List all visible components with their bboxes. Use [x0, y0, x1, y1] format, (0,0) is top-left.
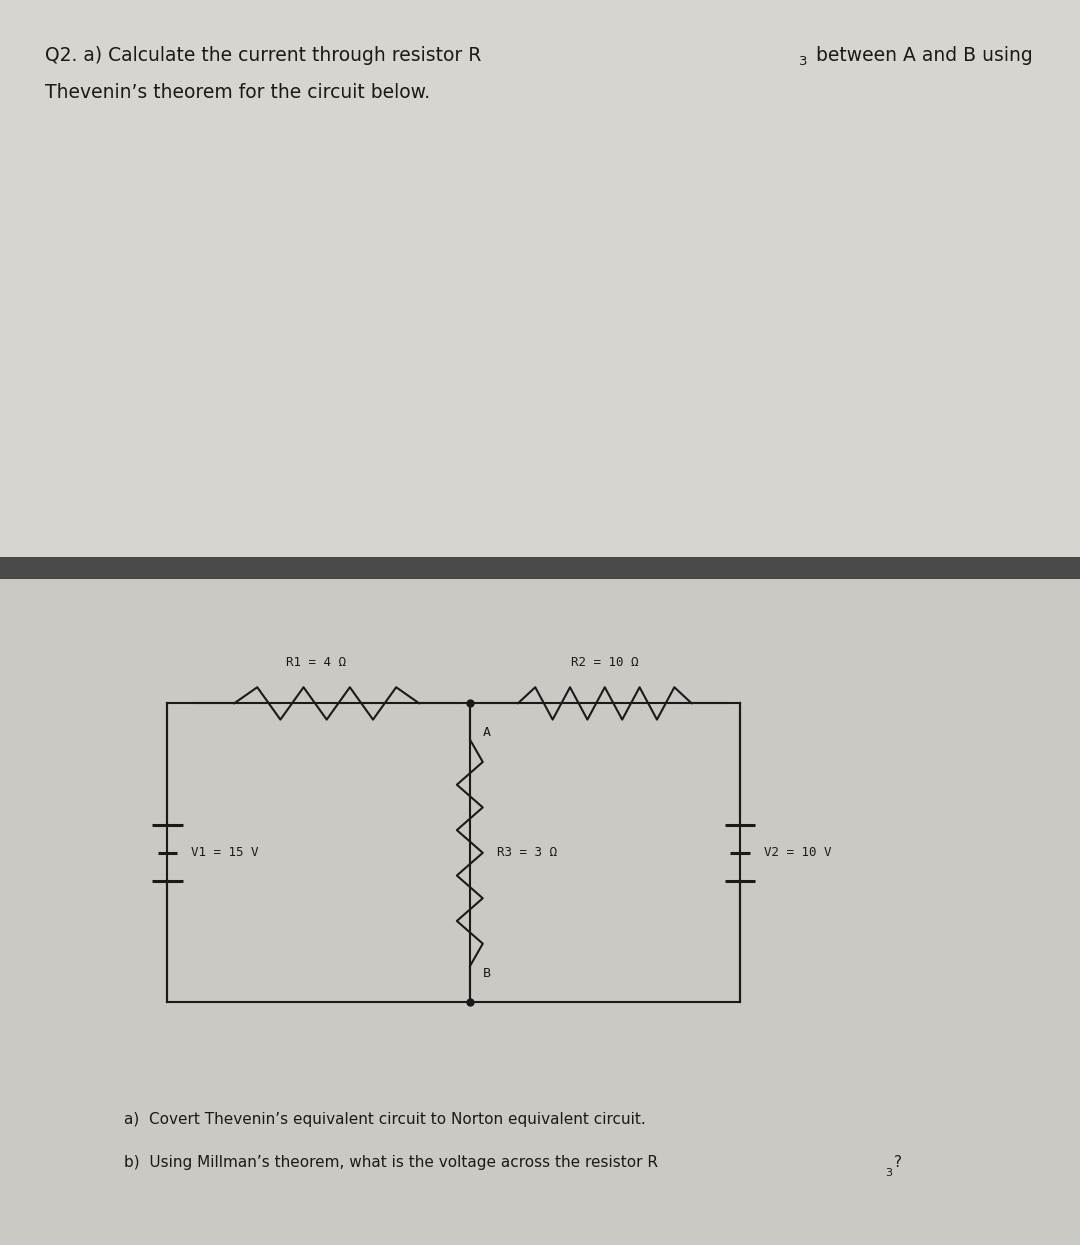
FancyBboxPatch shape — [0, 0, 1080, 566]
Text: V1 = 15 V: V1 = 15 V — [191, 847, 259, 859]
Text: Thevenin’s theorem for the circuit below.: Thevenin’s theorem for the circuit below… — [45, 83, 431, 102]
Text: 3: 3 — [799, 55, 808, 67]
FancyBboxPatch shape — [0, 566, 1080, 1245]
Text: ?: ? — [894, 1155, 902, 1170]
Text: 3: 3 — [886, 1168, 892, 1178]
Text: B: B — [483, 967, 490, 980]
Text: b)  Using Millman’s theorem, what is the voltage across the resistor R: b) Using Millman’s theorem, what is the … — [124, 1155, 658, 1170]
Text: A: A — [483, 726, 490, 738]
Text: R2 = 10 Ω: R2 = 10 Ω — [571, 656, 638, 669]
Text: R3 = 3 Ω: R3 = 3 Ω — [497, 847, 557, 859]
Text: Q2. a) Calculate the current through resistor R: Q2. a) Calculate the current through res… — [45, 46, 482, 65]
Text: between A and B using: between A and B using — [810, 46, 1032, 65]
Text: V2 = 10 V: V2 = 10 V — [764, 847, 832, 859]
Text: R1 = 4 Ω: R1 = 4 Ω — [286, 656, 346, 669]
FancyBboxPatch shape — [0, 557, 1080, 579]
Text: a)  Covert Thevenin’s equivalent circuit to Norton equivalent circuit.: a) Covert Thevenin’s equivalent circuit … — [124, 1112, 646, 1127]
